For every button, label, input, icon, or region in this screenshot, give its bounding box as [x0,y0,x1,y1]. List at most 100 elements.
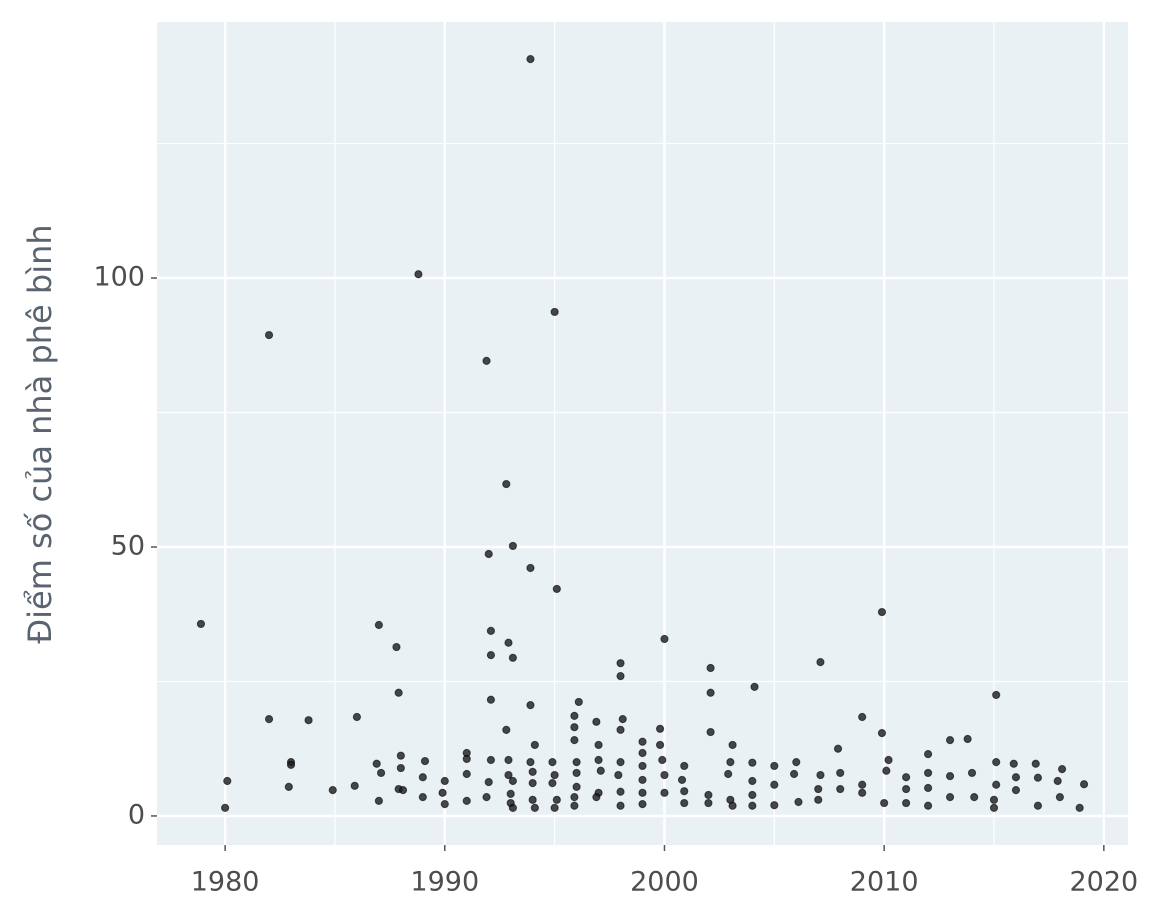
point [748,758,757,767]
point [836,768,845,778]
point [858,788,867,797]
point [374,620,383,630]
point [552,584,561,594]
point [1053,776,1062,786]
point [728,801,737,810]
x-tick-label: 2000 [630,867,699,898]
point [789,769,799,779]
point [814,795,823,804]
point [638,761,647,771]
point [1011,773,1021,782]
point [304,716,313,725]
point [374,796,383,805]
point [414,270,423,279]
point [945,772,955,781]
point [660,788,669,797]
point [923,749,933,759]
x-tick-label: 2020 [1069,867,1138,898]
point [528,779,537,788]
point [572,768,581,778]
point [462,769,471,779]
point [398,786,408,795]
point [833,744,843,753]
point [572,782,581,792]
point [970,793,979,802]
point [902,784,911,794]
point [770,780,779,789]
point [264,715,274,724]
point [680,798,689,808]
point [963,734,972,744]
point [486,651,496,660]
point [548,779,557,788]
point [923,783,933,793]
point [1031,759,1040,768]
point [504,770,513,780]
point [574,697,583,707]
point [508,803,517,812]
point [638,788,647,797]
point [570,793,579,802]
point [1033,773,1043,782]
point [570,801,579,810]
point [196,619,206,629]
point [704,790,713,800]
point [284,782,293,792]
point [570,736,579,745]
point [680,761,689,771]
point [394,688,403,697]
point [989,795,999,804]
point [264,330,274,340]
point [462,754,471,764]
point [418,793,427,802]
point [1075,803,1084,812]
point [508,776,517,786]
point [923,768,933,778]
point [592,793,601,802]
point [748,776,757,786]
point [616,758,625,767]
point [376,768,386,778]
point [526,758,535,767]
point [638,737,647,746]
point [1009,759,1018,768]
point [616,659,625,668]
point [508,653,517,662]
point [528,795,537,804]
point [482,356,491,365]
point [1033,801,1043,810]
point [877,729,887,738]
point [616,787,625,796]
point [706,727,715,737]
point [486,626,496,636]
point [438,788,447,797]
point [884,755,893,765]
y-tick-label: 50 [111,530,145,561]
point [726,758,735,767]
point [286,760,296,769]
point [816,658,825,667]
point [655,740,665,750]
point [350,781,359,790]
point [967,768,977,778]
point [420,756,430,766]
point [1055,793,1064,802]
point [638,775,647,785]
point [508,541,517,551]
point [328,786,337,795]
point [616,801,625,810]
point [728,740,737,750]
point [877,607,887,617]
point [858,780,867,789]
point [418,773,427,782]
point [616,725,625,734]
point [858,712,867,722]
point [502,725,511,734]
point [816,770,825,780]
point [352,712,362,722]
point [594,740,603,750]
point [396,751,405,760]
point [902,773,911,782]
point [526,55,535,64]
point [528,767,537,776]
